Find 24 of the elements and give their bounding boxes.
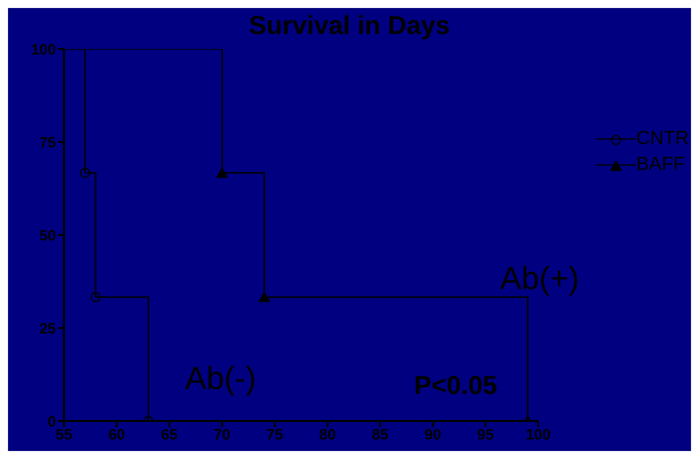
- x-tick-label: 75: [266, 426, 284, 444]
- legend-label: CNTR: [636, 128, 689, 150]
- x-tick-label: 70: [214, 426, 230, 444]
- y-tick-label: 25: [39, 320, 56, 338]
- y-tick-label: 0: [48, 413, 56, 430]
- x-tick-label: 100: [526, 426, 551, 444]
- x-tick-label: 55: [56, 426, 72, 444]
- legend-label: BAFF: [636, 154, 685, 176]
- x-tick-label: 80: [319, 426, 336, 444]
- x-tick-label: 85: [372, 426, 388, 444]
- chart-title: Survival in Days: [248, 10, 451, 41]
- y-tick-label: 50: [39, 227, 56, 244]
- y-tick-label: 100: [30, 41, 56, 58]
- x-tick-label: 60: [108, 426, 126, 444]
- point: [80, 168, 90, 178]
- annotation: P<0.05: [414, 370, 498, 401]
- point: [258, 291, 270, 302]
- annotation: Ab(+): [500, 260, 580, 297]
- y-tick-label: 75: [39, 134, 56, 152]
- annotation: Ab(-): [185, 360, 256, 397]
- x-tick-label: 90: [424, 426, 442, 444]
- point: [216, 166, 228, 178]
- x-tick-label: 65: [161, 426, 178, 444]
- x-tick-label: 95: [477, 426, 494, 444]
